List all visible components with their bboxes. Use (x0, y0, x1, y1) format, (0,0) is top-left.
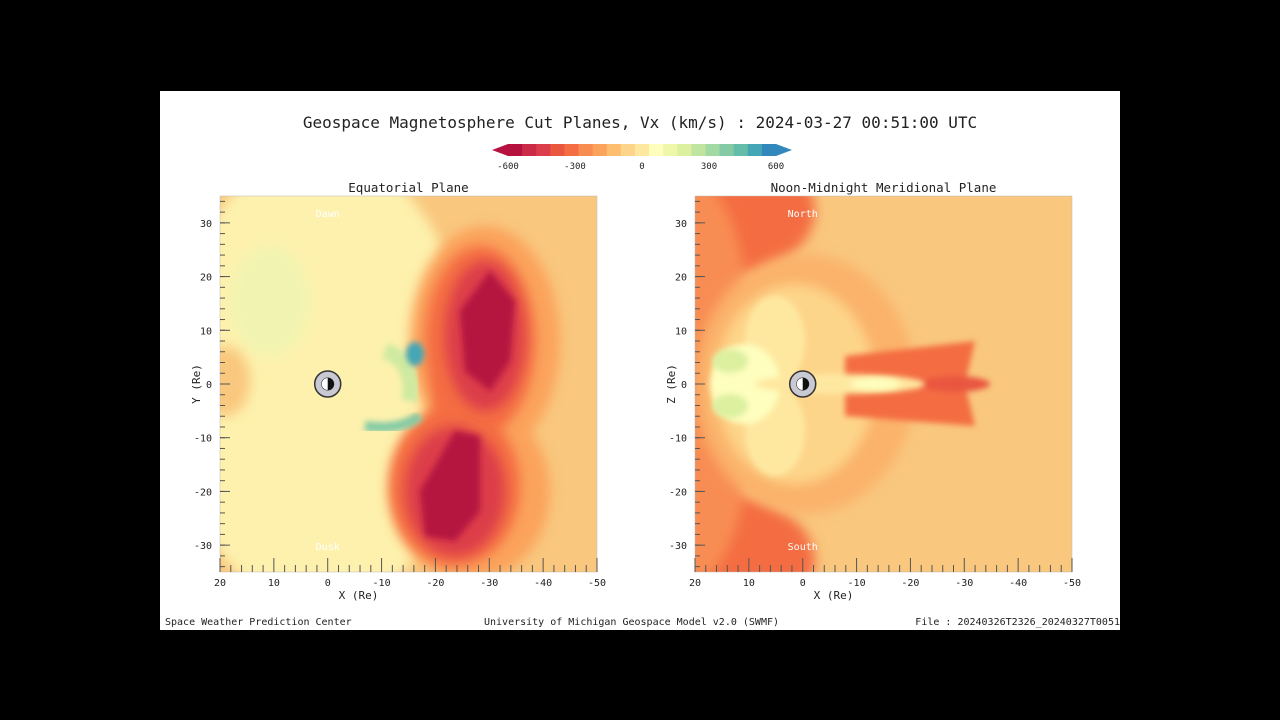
colorbar-swatch (649, 144, 664, 156)
x-tick-label: 10 (268, 578, 280, 589)
y-axis-label: Y (Re) (190, 364, 203, 404)
y-tick-label: -10 (669, 434, 687, 445)
colorbar-tick-label: 300 (701, 162, 717, 172)
footer-left: Space Weather Prediction Center (165, 617, 352, 628)
x-tick-label: 20 (689, 578, 701, 589)
annotation-top: Dawn (316, 209, 340, 220)
colorbar-swatch (508, 144, 523, 156)
panel-title-equatorial: Equatorial Plane (348, 180, 469, 195)
y-axis-label: Z (Re) (665, 364, 678, 404)
x-tick-label: 10 (743, 578, 755, 589)
y-tick-label: 10 (200, 326, 212, 337)
colorbar-swatch (691, 144, 706, 156)
x-tick-label: 20 (214, 578, 226, 589)
y-tick-label: 20 (675, 273, 687, 284)
colorbar-swatch (536, 144, 551, 156)
colorbar: -600 -300 0 300 600 (492, 144, 792, 172)
x-tick-label: -10 (848, 578, 866, 589)
y-tick-label: -30 (194, 541, 212, 552)
y-tick-label: -20 (669, 487, 687, 498)
annotation-bottom: South (788, 542, 818, 553)
y-tick-label: -20 (194, 487, 212, 498)
figure-title: Geospace Magnetosphere Cut Planes, Vx (k… (302, 113, 978, 132)
x-tick-label: -40 (1009, 578, 1027, 589)
y-tick-label: 20 (200, 273, 212, 284)
equatorial-axes: 20 10 0 -10 -20 -30 -40 -50 30 20 10 0 -10 -20 -30 X (R… (190, 195, 606, 602)
x-tick-label: -30 (480, 578, 498, 589)
colorbar-swatch (550, 144, 565, 156)
colorbar-swatch (606, 144, 622, 156)
panel-title-meridional: Noon-Midnight Meridional Plane (770, 180, 997, 195)
x-tick-label: 0 (325, 578, 331, 589)
equatorial-plane-plot: 20 10 0 -10 -20 -30 -40 -50 30 20 10 0 -10 -20 -30 X (R… (190, 195, 606, 602)
colorbar-swatch (620, 144, 636, 156)
y-tick-label: 10 (675, 326, 687, 337)
y-tick-label: -30 (669, 541, 687, 552)
colorbar-swatch (761, 144, 777, 156)
y-tick-label: 0 (681, 380, 687, 391)
colorbar-swatch (578, 144, 594, 156)
colorbar-swatch (522, 144, 537, 156)
footer-right: File : 20240326T2326_20240327T0051 (915, 617, 1120, 628)
colorbar-tick-label: -600 (497, 162, 519, 172)
y-tick-label: 30 (200, 219, 212, 230)
colorbar-min-arrow (492, 144, 508, 156)
footer-center: University of Michigan Geospace Model v2… (484, 617, 780, 628)
colorbar-max-arrow (776, 144, 792, 156)
x-tick-label: -40 (534, 578, 552, 589)
x-axis-label: X (Re) (814, 589, 854, 602)
y-tick-label: 30 (675, 219, 687, 230)
equatorial-contour-field (220, 196, 597, 572)
earth-icon (788, 370, 817, 398)
colorbar-swatch (733, 144, 749, 156)
meridional-plane-plot: 20 10 0 -10 -20 -30 -40 -50 30 20 10 0 -10 -20 -30 X (R… (665, 195, 1081, 602)
x-tick-label: -20 (901, 578, 919, 589)
x-tick-label: -30 (955, 578, 973, 589)
x-axis-label: X (Re) (339, 589, 379, 602)
colorbar-tick-label: 600 (768, 162, 784, 172)
colorbar-swatch (719, 144, 735, 156)
figure-sheet: Geospace Magnetosphere Cut Planes, Vx (k… (160, 91, 1120, 630)
colorbar-swatch (747, 144, 763, 156)
colorbar-swatch (634, 144, 650, 156)
y-tick-label: 0 (206, 380, 212, 391)
x-tick-label: -20 (426, 578, 444, 589)
earth-icon (313, 370, 342, 398)
x-tick-label: -50 (1063, 578, 1081, 589)
colorbar-tick-label: -300 (564, 162, 586, 172)
annotation-top: North (788, 209, 818, 220)
colorbar-swatch (677, 144, 692, 156)
x-tick-label: 0 (800, 578, 806, 589)
colorbar-swatch (564, 144, 580, 156)
x-tick-label: -50 (588, 578, 606, 589)
meridional-contour-field (695, 196, 1072, 572)
x-tick-label: -10 (373, 578, 391, 589)
colorbar-swatch (705, 144, 721, 156)
annotation-bottom: Dusk (316, 542, 340, 553)
colorbar-swatch (663, 144, 678, 156)
y-tick-label: -10 (194, 434, 212, 445)
meridional-axes: 20 10 0 -10 -20 -30 -40 -50 30 20 10 0 -10 -20 -30 X (R… (665, 195, 1081, 602)
colorbar-swatch (592, 144, 608, 156)
colorbar-tick-label: 0 (639, 162, 644, 172)
